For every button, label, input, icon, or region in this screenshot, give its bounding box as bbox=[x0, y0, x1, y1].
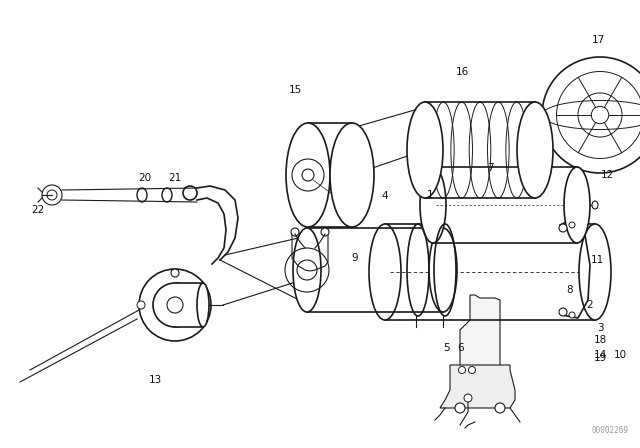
Circle shape bbox=[542, 57, 640, 173]
Circle shape bbox=[559, 308, 567, 316]
Circle shape bbox=[137, 301, 145, 309]
Text: 00002269: 00002269 bbox=[591, 426, 628, 435]
Ellipse shape bbox=[330, 123, 374, 227]
Ellipse shape bbox=[293, 228, 321, 312]
Text: 13: 13 bbox=[148, 375, 162, 385]
Polygon shape bbox=[460, 295, 500, 375]
Circle shape bbox=[302, 169, 314, 181]
Text: 8: 8 bbox=[566, 285, 573, 295]
Ellipse shape bbox=[517, 102, 553, 198]
Text: 10: 10 bbox=[613, 350, 627, 360]
Text: 18: 18 bbox=[593, 335, 607, 345]
Bar bbox=[425, 102, 535, 198]
Circle shape bbox=[559, 224, 567, 232]
Bar bbox=[307, 228, 443, 312]
Text: 14: 14 bbox=[593, 350, 607, 360]
Text: 4: 4 bbox=[381, 191, 388, 201]
Circle shape bbox=[42, 185, 62, 205]
Text: 11: 11 bbox=[590, 255, 604, 265]
Ellipse shape bbox=[420, 167, 446, 243]
Circle shape bbox=[291, 228, 299, 236]
Text: 15: 15 bbox=[289, 85, 301, 95]
Text: 5: 5 bbox=[444, 343, 451, 353]
Circle shape bbox=[167, 297, 183, 313]
Circle shape bbox=[569, 222, 575, 228]
Text: 9: 9 bbox=[352, 253, 358, 263]
Text: 19: 19 bbox=[593, 353, 607, 363]
Ellipse shape bbox=[286, 123, 330, 227]
Text: 16: 16 bbox=[456, 67, 468, 77]
Circle shape bbox=[455, 403, 465, 413]
Text: 21: 21 bbox=[168, 173, 182, 183]
Text: 17: 17 bbox=[591, 35, 605, 45]
Circle shape bbox=[292, 159, 324, 191]
Text: 20: 20 bbox=[138, 173, 152, 183]
Text: 1: 1 bbox=[427, 190, 433, 200]
Ellipse shape bbox=[197, 283, 209, 327]
Ellipse shape bbox=[564, 167, 590, 243]
Text: 2: 2 bbox=[587, 300, 593, 310]
Bar bbox=[308, 123, 352, 227]
Text: 3: 3 bbox=[596, 323, 604, 333]
Ellipse shape bbox=[369, 224, 401, 320]
Ellipse shape bbox=[429, 228, 457, 312]
Circle shape bbox=[464, 394, 472, 402]
Bar bbox=[62, 190, 197, 200]
Circle shape bbox=[569, 312, 575, 318]
Text: 6: 6 bbox=[458, 343, 464, 353]
Ellipse shape bbox=[407, 102, 443, 198]
Bar bbox=[433, 167, 577, 243]
Text: 22: 22 bbox=[31, 205, 45, 215]
Circle shape bbox=[139, 269, 211, 341]
Polygon shape bbox=[440, 365, 515, 408]
Circle shape bbox=[458, 366, 465, 374]
Circle shape bbox=[153, 283, 197, 327]
Circle shape bbox=[171, 269, 179, 277]
Text: 12: 12 bbox=[600, 170, 614, 180]
Text: 7: 7 bbox=[486, 163, 493, 173]
Circle shape bbox=[468, 366, 476, 374]
Circle shape bbox=[321, 228, 329, 236]
Bar bbox=[175, 283, 203, 327]
Ellipse shape bbox=[579, 224, 611, 320]
Ellipse shape bbox=[592, 201, 598, 209]
Bar bbox=[385, 224, 595, 320]
Circle shape bbox=[495, 403, 505, 413]
